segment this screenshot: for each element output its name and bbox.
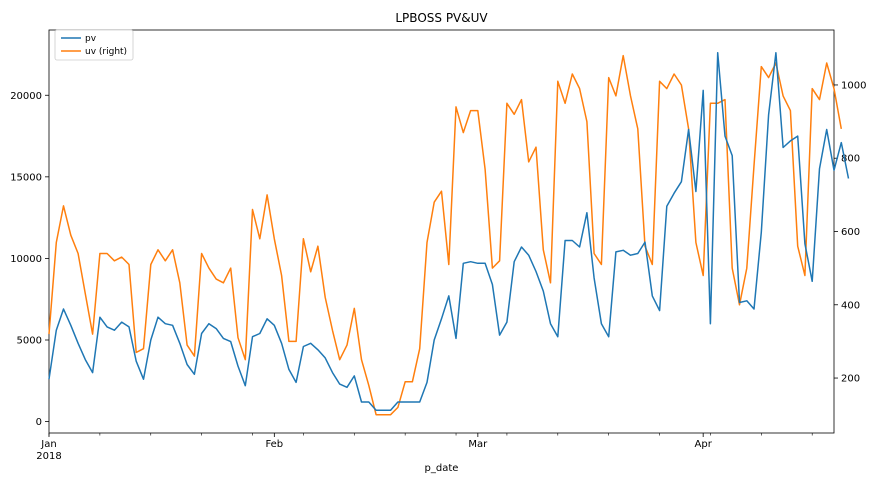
- left-y-tick-label: 20000: [10, 91, 42, 102]
- x-axis-label: p_date: [425, 463, 459, 474]
- right-y-axis: 200 400 600 800 1000: [834, 80, 866, 385]
- legend-label-uv: uv (right): [85, 47, 127, 57]
- series-lines: [48, 52, 850, 416]
- x-tick-label: Jan: [40, 439, 56, 450]
- right-y-tick-label: 1000: [841, 80, 866, 91]
- right-y-tick-label: 800: [841, 154, 860, 165]
- x-tick-label: Mar: [468, 439, 488, 450]
- left-y-tick-label: 0: [36, 417, 42, 428]
- left-y-tick-label: 15000: [10, 172, 42, 183]
- legend: pv uv (right): [54, 29, 134, 61]
- left-y-axis: 0 5000 10000 15000 20000: [10, 91, 49, 428]
- right-y-tick-label: 400: [841, 300, 860, 311]
- series-line-pv: [48, 52, 850, 411]
- series-line-uv: [48, 54, 843, 416]
- right-y-tick-label: 200: [841, 374, 860, 385]
- legend-label-pv: pv: [85, 34, 97, 44]
- left-y-tick-label: 10000: [10, 254, 42, 265]
- chart-title: LPBOSS PV&UV: [395, 11, 488, 25]
- right-y-tick-label: 600: [841, 227, 860, 238]
- x-tick-sublabel: 2018: [36, 451, 61, 462]
- x-tick-label: Feb: [265, 439, 283, 450]
- x-tick-label: Apr: [695, 439, 713, 450]
- left-y-tick-label: 5000: [17, 336, 42, 347]
